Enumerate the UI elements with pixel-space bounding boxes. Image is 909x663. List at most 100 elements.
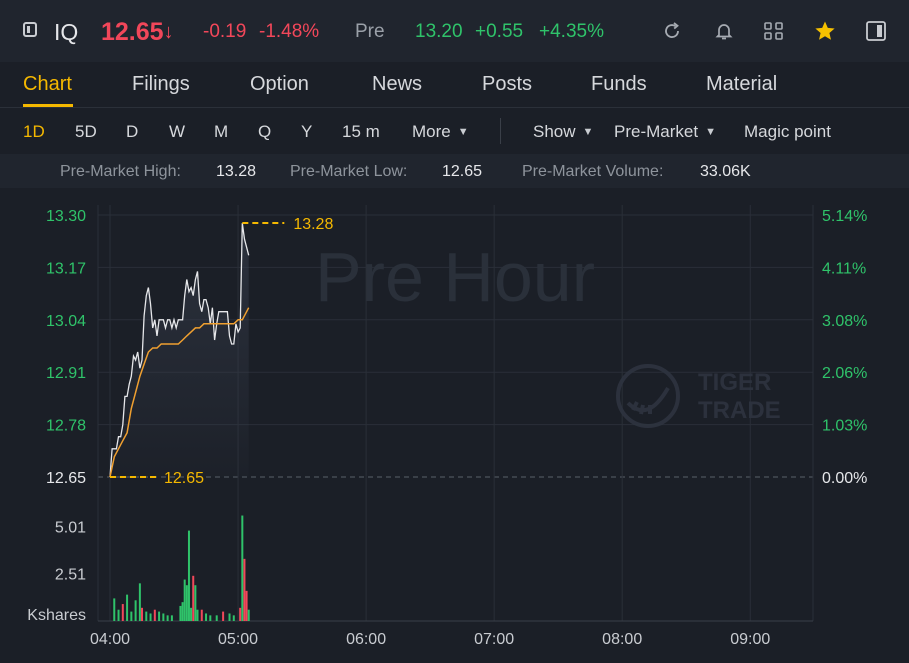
volume-bar bbox=[141, 607, 144, 621]
down-arrow-icon: ↓ bbox=[163, 21, 174, 43]
period-5d[interactable]: 5D bbox=[75, 122, 97, 141]
volume-bar bbox=[117, 609, 120, 621]
volume-bar bbox=[162, 613, 165, 621]
pct-tick-label: 1.03% bbox=[822, 418, 867, 435]
volume-bar bbox=[134, 600, 137, 621]
bell-icon[interactable] bbox=[713, 20, 735, 42]
price-change-percent: -1.48% bbox=[259, 21, 320, 42]
brand-watermark-trade: TRADE bbox=[698, 397, 781, 424]
volume-tick-label: 2.51 bbox=[55, 567, 86, 584]
brand-watermark-tiger: TIGER bbox=[698, 369, 771, 396]
period-y[interactable]: Y bbox=[301, 122, 313, 141]
price-chart[interactable]: Pre Hour TIGER TRADE 13.30 5.14% 13.17 4.11… bbox=[0, 188, 909, 663]
session-dropdown[interactable]: Pre-Market ▼ bbox=[614, 122, 716, 142]
volume-bar bbox=[185, 585, 188, 621]
pre-market-label: Pre bbox=[355, 21, 385, 42]
low-marker-label: 12.65 bbox=[164, 470, 204, 487]
volume-bar bbox=[228, 613, 231, 621]
more-dropdown[interactable]: More ▼ bbox=[412, 122, 469, 142]
active-tab-indicator bbox=[23, 104, 73, 107]
volume-bar bbox=[243, 558, 246, 621]
volume-bar bbox=[200, 609, 203, 621]
pre-market-high-label: Pre-Market High: bbox=[60, 163, 181, 180]
x-tick-label: 08:00 bbox=[602, 631, 642, 648]
tab-news[interactable]: News bbox=[372, 73, 423, 95]
pct-tick-label: 0.00% bbox=[822, 470, 867, 487]
pct-tick-label: 5.14% bbox=[822, 208, 867, 225]
pre-hour-watermark: Pre Hour bbox=[315, 238, 595, 316]
tab-funds[interactable]: Funds bbox=[591, 73, 647, 95]
price-area bbox=[110, 223, 249, 477]
x-tick-label: 09:00 bbox=[730, 631, 770, 648]
volume-bar bbox=[170, 615, 173, 621]
volume-bar bbox=[205, 613, 208, 621]
tab-filings[interactable]: Filings bbox=[132, 73, 190, 95]
toolbar-divider bbox=[500, 118, 501, 144]
period-toolbar: 1D 5D D W M Q Y 15 m More ▼ Show ▼ Pre-Mar… bbox=[0, 108, 909, 154]
quote-header: IQ 12.65↓ -0.19 -1.48% Pre 13.20 +0.55 +… bbox=[0, 0, 909, 62]
period-15m[interactable]: 15 m bbox=[342, 122, 380, 141]
sidebar-icon[interactable] bbox=[865, 20, 887, 42]
volume-tick-label: 5.01 bbox=[55, 520, 86, 537]
pre-market-change-percent: +4.35% bbox=[539, 21, 604, 42]
pre-market-high-value: 13.28 bbox=[216, 163, 257, 180]
volume-bar bbox=[166, 615, 169, 621]
main-tabs: Chart Filings Option News Posts Funds Ma… bbox=[0, 62, 909, 108]
tab-option[interactable]: Option bbox=[250, 73, 309, 95]
y-tick-label: 12.91 bbox=[46, 365, 86, 382]
last-price: 12.65↓ bbox=[101, 18, 174, 46]
period-1d[interactable]: 1D bbox=[23, 122, 45, 141]
pre-market-stats: Pre-Market High: 13.28 Pre-Market Low: 1… bbox=[0, 154, 909, 188]
tab-material[interactable]: Material bbox=[706, 73, 778, 95]
volume-bar bbox=[222, 611, 225, 621]
pre-market-low-value: 12.65 bbox=[442, 163, 483, 180]
volume-bar bbox=[215, 615, 218, 621]
volume-bar bbox=[149, 613, 152, 621]
grid-icon[interactable] bbox=[763, 20, 785, 42]
volume-bar bbox=[192, 575, 195, 621]
pct-tick-label: 3.08% bbox=[822, 313, 867, 330]
price-line bbox=[109, 223, 250, 478]
show-label: Show bbox=[533, 122, 576, 141]
volume-bar bbox=[187, 530, 190, 621]
tab-posts[interactable]: Posts bbox=[482, 73, 533, 95]
y-tick-label: 13.04 bbox=[46, 313, 86, 330]
pre-market-change: +0.55 bbox=[475, 21, 524, 42]
refresh-icon[interactable] bbox=[661, 20, 683, 42]
period-d[interactable]: D bbox=[126, 122, 139, 141]
period-q[interactable]: Q bbox=[258, 122, 272, 141]
pct-tick-label: 4.11% bbox=[822, 260, 866, 277]
volume-bar bbox=[145, 611, 148, 621]
high-marker-label: 13.28 bbox=[293, 216, 333, 233]
y-tick-label: 13.30 bbox=[46, 208, 86, 225]
ticker-symbol: IQ bbox=[54, 19, 79, 45]
pct-tick-label: 2.06% bbox=[822, 365, 867, 382]
y-tick-label: 12.78 bbox=[46, 418, 86, 435]
x-tick-label: 06:00 bbox=[346, 631, 386, 648]
volume-bar bbox=[245, 590, 248, 621]
volume-bar bbox=[121, 604, 124, 621]
chevron-down-icon: ▼ bbox=[705, 126, 716, 138]
volume-unit-label: Kshares bbox=[27, 607, 86, 624]
x-tick-label: 07:00 bbox=[474, 631, 514, 648]
period-m[interactable]: M bbox=[214, 122, 229, 141]
volume-bar bbox=[153, 609, 156, 621]
chevron-down-icon: ▼ bbox=[457, 126, 469, 138]
period-w[interactable]: W bbox=[169, 122, 186, 141]
magic-point-button[interactable]: Magic point bbox=[744, 122, 831, 141]
pre-market-volume-label: Pre-Market Volume: bbox=[522, 163, 664, 180]
panel-toggle-icon[interactable] bbox=[23, 22, 37, 37]
tab-chart[interactable]: Chart bbox=[23, 73, 72, 95]
show-dropdown[interactable]: Show ▼ bbox=[533, 122, 593, 142]
chevron-down-icon: ▼ bbox=[582, 126, 594, 138]
y-tick-label: 12.65 bbox=[46, 470, 86, 487]
pre-market-volume-value: 33.06K bbox=[700, 163, 751, 180]
star-icon[interactable] bbox=[813, 20, 837, 42]
session-label: Pre-Market bbox=[614, 122, 699, 141]
volume-bar bbox=[239, 607, 242, 621]
pre-market-low-label: Pre-Market Low: bbox=[290, 163, 408, 180]
tiger-trade-logo: TIGER TRADE bbox=[616, 364, 781, 428]
volume-bar bbox=[190, 607, 193, 621]
pre-market-price: 13.20 bbox=[415, 21, 463, 42]
volume-bar bbox=[138, 583, 141, 621]
